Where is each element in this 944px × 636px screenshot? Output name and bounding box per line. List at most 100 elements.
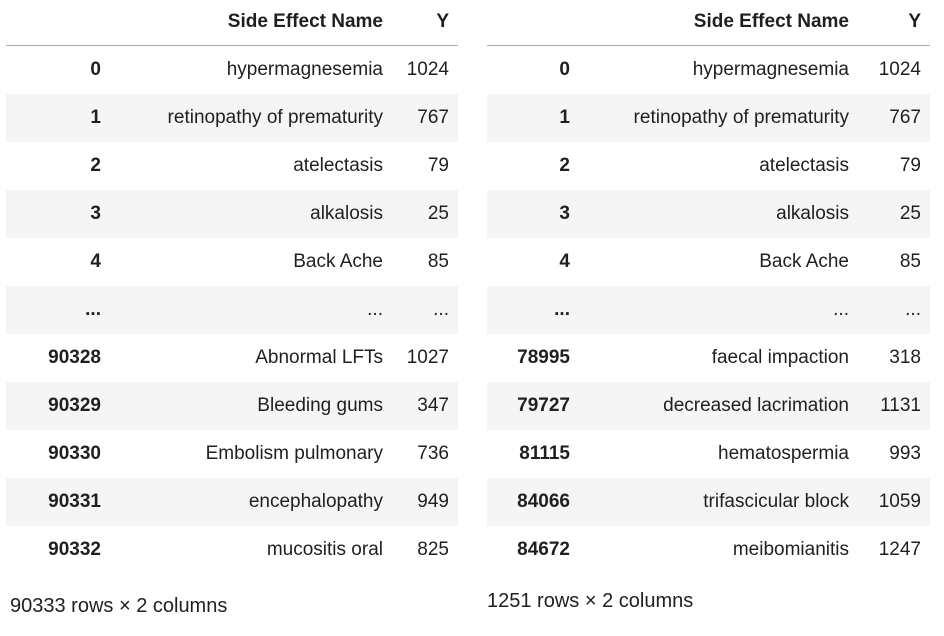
- dataframe-block-full: Side Effect Name Y 0 hypermagnesemia 1024 1 r…: [6, 1, 458, 618]
- header-row: Side Effect Name Y: [6, 1, 458, 46]
- table-header: Side Effect Name Y: [6, 1, 458, 46]
- dataframe-table-filtered: Side Effect Name Y 0 hypermagnesemia 1024 1 r…: [487, 1, 930, 574]
- table-row: 90328 Abnormal LFTs 1027: [6, 334, 458, 382]
- row-index: 3: [559, 203, 570, 224]
- column-header: [6, 1, 110, 46]
- side-effect-name-cell: retinopathy of prematurity: [633, 107, 849, 128]
- column-header: Side Effect Name: [110, 1, 392, 46]
- y-value-cell: 1024: [878, 59, 921, 80]
- y-value-cell: 1131: [880, 395, 921, 416]
- y-value-cell: 949: [417, 491, 449, 512]
- row-index: 81115: [519, 443, 570, 464]
- table-row: 0 hypermagnesemia 1024: [6, 46, 458, 95]
- y-value-cell: 1059: [878, 491, 921, 512]
- row-index: 90331: [48, 491, 101, 512]
- y-value-cell: 25: [427, 203, 449, 224]
- dataframe-outputs: Side Effect Name Y 0 hypermagnesemia 1024 1 r…: [6, 1, 930, 618]
- side-effect-name-cell: atelectasis: [293, 155, 383, 176]
- y-value-cell: 1247: [878, 539, 921, 560]
- side-effect-name-cell: alkalosis: [776, 203, 849, 224]
- y-value-cell: 1027: [406, 347, 449, 368]
- table-row: 81115 hematospermia 993: [487, 430, 930, 478]
- row-index: 2: [559, 155, 570, 176]
- column-header: Side Effect Name: [579, 1, 858, 46]
- side-effect-name-cell: Back Ache: [293, 251, 383, 272]
- side-effect-name-cell: hypermagnesemia: [692, 59, 849, 80]
- row-index: 90328: [48, 347, 101, 368]
- side-effect-name-cell: ...: [833, 299, 849, 320]
- table-row: 4 Back Ache 85: [487, 238, 930, 286]
- dataframe-block-filtered: Side Effect Name Y 0 hypermagnesemia 1024 1 r…: [487, 1, 930, 613]
- side-effect-name-cell: alkalosis: [310, 203, 383, 224]
- table-row: .........: [6, 286, 458, 334]
- row-index: ...: [554, 299, 570, 320]
- row-index: 3: [90, 203, 101, 224]
- column-header: [487, 1, 579, 46]
- table-row: 84672 meibomianitis 1247: [487, 526, 930, 574]
- y-value-cell: 79: [427, 155, 449, 176]
- row-index: 78995: [517, 347, 570, 368]
- row-index: ...: [85, 299, 101, 320]
- side-effect-name-cell: mucositis oral: [266, 539, 383, 560]
- dataframe-table-full: Side Effect Name Y 0 hypermagnesemia 1024 1 r…: [6, 1, 458, 574]
- side-effect-name-cell: atelectasis: [759, 155, 849, 176]
- y-value-cell: 85: [427, 251, 449, 272]
- table-row: 90329 Bleeding gums 347: [6, 382, 458, 430]
- side-effect-name-cell: decreased lacrimation: [663, 395, 849, 416]
- y-value-cell: 79: [899, 155, 921, 176]
- table-row: 2 atelectasis 79: [6, 142, 458, 190]
- row-count-summary: 90333 rows × 2 columns: [10, 595, 228, 617]
- y-value-cell: 25: [899, 203, 921, 224]
- table-row: 90332 mucositis oral 825: [6, 526, 458, 574]
- row-index: 1: [559, 107, 570, 128]
- row-index: 0: [559, 59, 570, 80]
- column-header: Y: [858, 1, 930, 46]
- side-effect-name-cell: hematospermia: [718, 443, 849, 464]
- table-body: 0 hypermagnesemia 1024 1 retinopathy of prem…: [487, 46, 930, 575]
- side-effect-name-cell: faecal impaction: [711, 347, 849, 368]
- row-index: 4: [90, 251, 101, 272]
- row-index: 84066: [517, 491, 570, 512]
- y-value-cell: 85: [899, 251, 921, 272]
- table-row: 79727 decreased lacrimation 1131: [487, 382, 930, 430]
- table-body: 0 hypermagnesemia 1024 1 retinopathy of prem…: [6, 46, 458, 575]
- y-value-cell: 993: [889, 443, 921, 464]
- row-index: 90330: [48, 443, 101, 464]
- table-row: 0 hypermagnesemia 1024: [487, 46, 930, 95]
- row-index: 90329: [48, 395, 101, 416]
- table-row: 90331 encephalopathy 949: [6, 478, 458, 526]
- side-effect-name-cell: ...: [367, 299, 383, 320]
- y-value-cell: 347: [417, 395, 449, 416]
- side-effect-name-cell: Embolism pulmonary: [205, 443, 383, 464]
- table-row: 1 retinopathy of prematurity 767: [6, 94, 458, 142]
- side-effect-name-cell: trifascicular block: [703, 491, 849, 512]
- side-effect-name-cell: encephalopathy: [248, 491, 383, 512]
- y-value-cell: 767: [417, 107, 449, 128]
- y-value-cell: 736: [417, 443, 449, 464]
- side-effect-name-cell: Abnormal LFTs: [255, 347, 383, 368]
- row-index: 1: [90, 107, 101, 128]
- y-value-cell: 1024: [406, 59, 449, 80]
- column-header: Y: [392, 1, 458, 46]
- table-row: 1 retinopathy of prematurity 767: [487, 94, 930, 142]
- y-value-cell: 318: [889, 347, 921, 368]
- row-count-summary: 1251 rows × 2 columns: [487, 590, 694, 612]
- side-effect-name-cell: meibomianitis: [732, 539, 849, 560]
- y-value-cell: ...: [905, 299, 921, 320]
- table-row: 84066 trifascicular block 1059: [487, 478, 930, 526]
- row-index: 79727: [517, 395, 570, 416]
- table-row: .........: [487, 286, 930, 334]
- table-header: Side Effect Name Y: [487, 1, 930, 46]
- side-effect-name-cell: retinopathy of prematurity: [167, 107, 383, 128]
- row-index: 2: [90, 155, 101, 176]
- row-index: 0: [90, 59, 101, 80]
- side-effect-name-cell: Bleeding gums: [257, 395, 383, 416]
- table-row: 4 Back Ache 85: [6, 238, 458, 286]
- side-effect-name-cell: Back Ache: [759, 251, 849, 272]
- row-index: 84672: [517, 539, 570, 560]
- side-effect-name-cell: hypermagnesemia: [226, 59, 383, 80]
- table-row: 78995 faecal impaction 318: [487, 334, 930, 382]
- row-index: 4: [559, 251, 570, 272]
- y-value-cell: ...: [433, 299, 449, 320]
